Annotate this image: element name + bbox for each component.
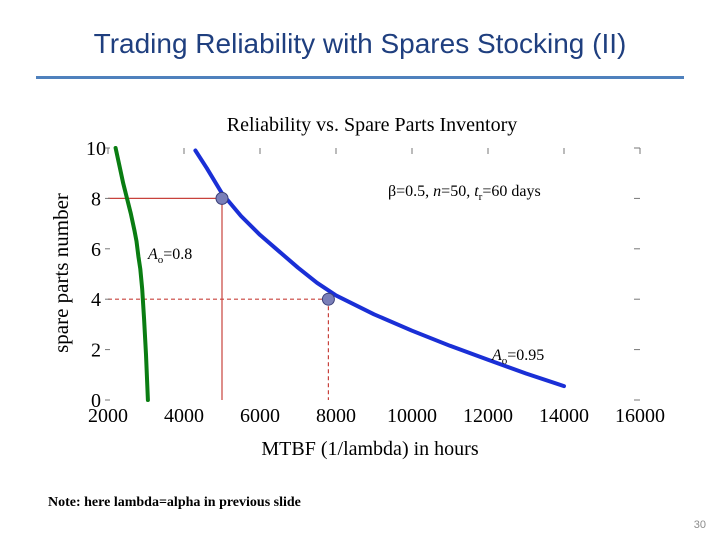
- y-tick-label: 0: [91, 390, 101, 412]
- footnote: Note: here lambda=alpha in previous slid…: [48, 495, 301, 510]
- x-tick-label: 14000: [539, 405, 589, 427]
- y-tick-label: 2: [91, 340, 101, 362]
- x-axis-label: MTBF (1/lambda) in hours: [261, 438, 478, 460]
- chart-title: Reliability vs. Spare Parts Inventory: [227, 114, 518, 136]
- series-line-ao-080: [113, 146, 150, 402]
- params-annotation: β=0.5, n=50, tr=60 days: [388, 183, 541, 203]
- y-tick-label: 8: [91, 188, 101, 210]
- slide-title: Trading Reliability with Spares Stocking…: [93, 28, 627, 59]
- y-tick-label: 6: [91, 239, 101, 261]
- page-number: 30: [693, 519, 706, 531]
- y-axis-label: spare parts number: [49, 193, 73, 353]
- data-point-marker: [321, 292, 335, 306]
- data-point-marker: [215, 191, 229, 205]
- x-tick-label: 2000: [88, 405, 128, 427]
- x-tick-label: 8000: [316, 405, 356, 427]
- x-tick-label: 12000: [463, 405, 513, 427]
- x-tick-label: 6000: [240, 405, 280, 427]
- x-tick-label: 4000: [164, 405, 204, 427]
- series-line-ao-095: [193, 148, 566, 389]
- y-tick-label: 10: [86, 138, 106, 160]
- title-divider: [36, 76, 684, 79]
- ao-080-annotation: Ao=0.8: [147, 246, 192, 266]
- ao-095-annotation: Ao=0.95: [491, 347, 544, 367]
- y-tick-label: 4: [91, 289, 101, 311]
- x-tick-label: 16000: [615, 405, 665, 427]
- x-tick-label: 10000: [387, 405, 437, 427]
